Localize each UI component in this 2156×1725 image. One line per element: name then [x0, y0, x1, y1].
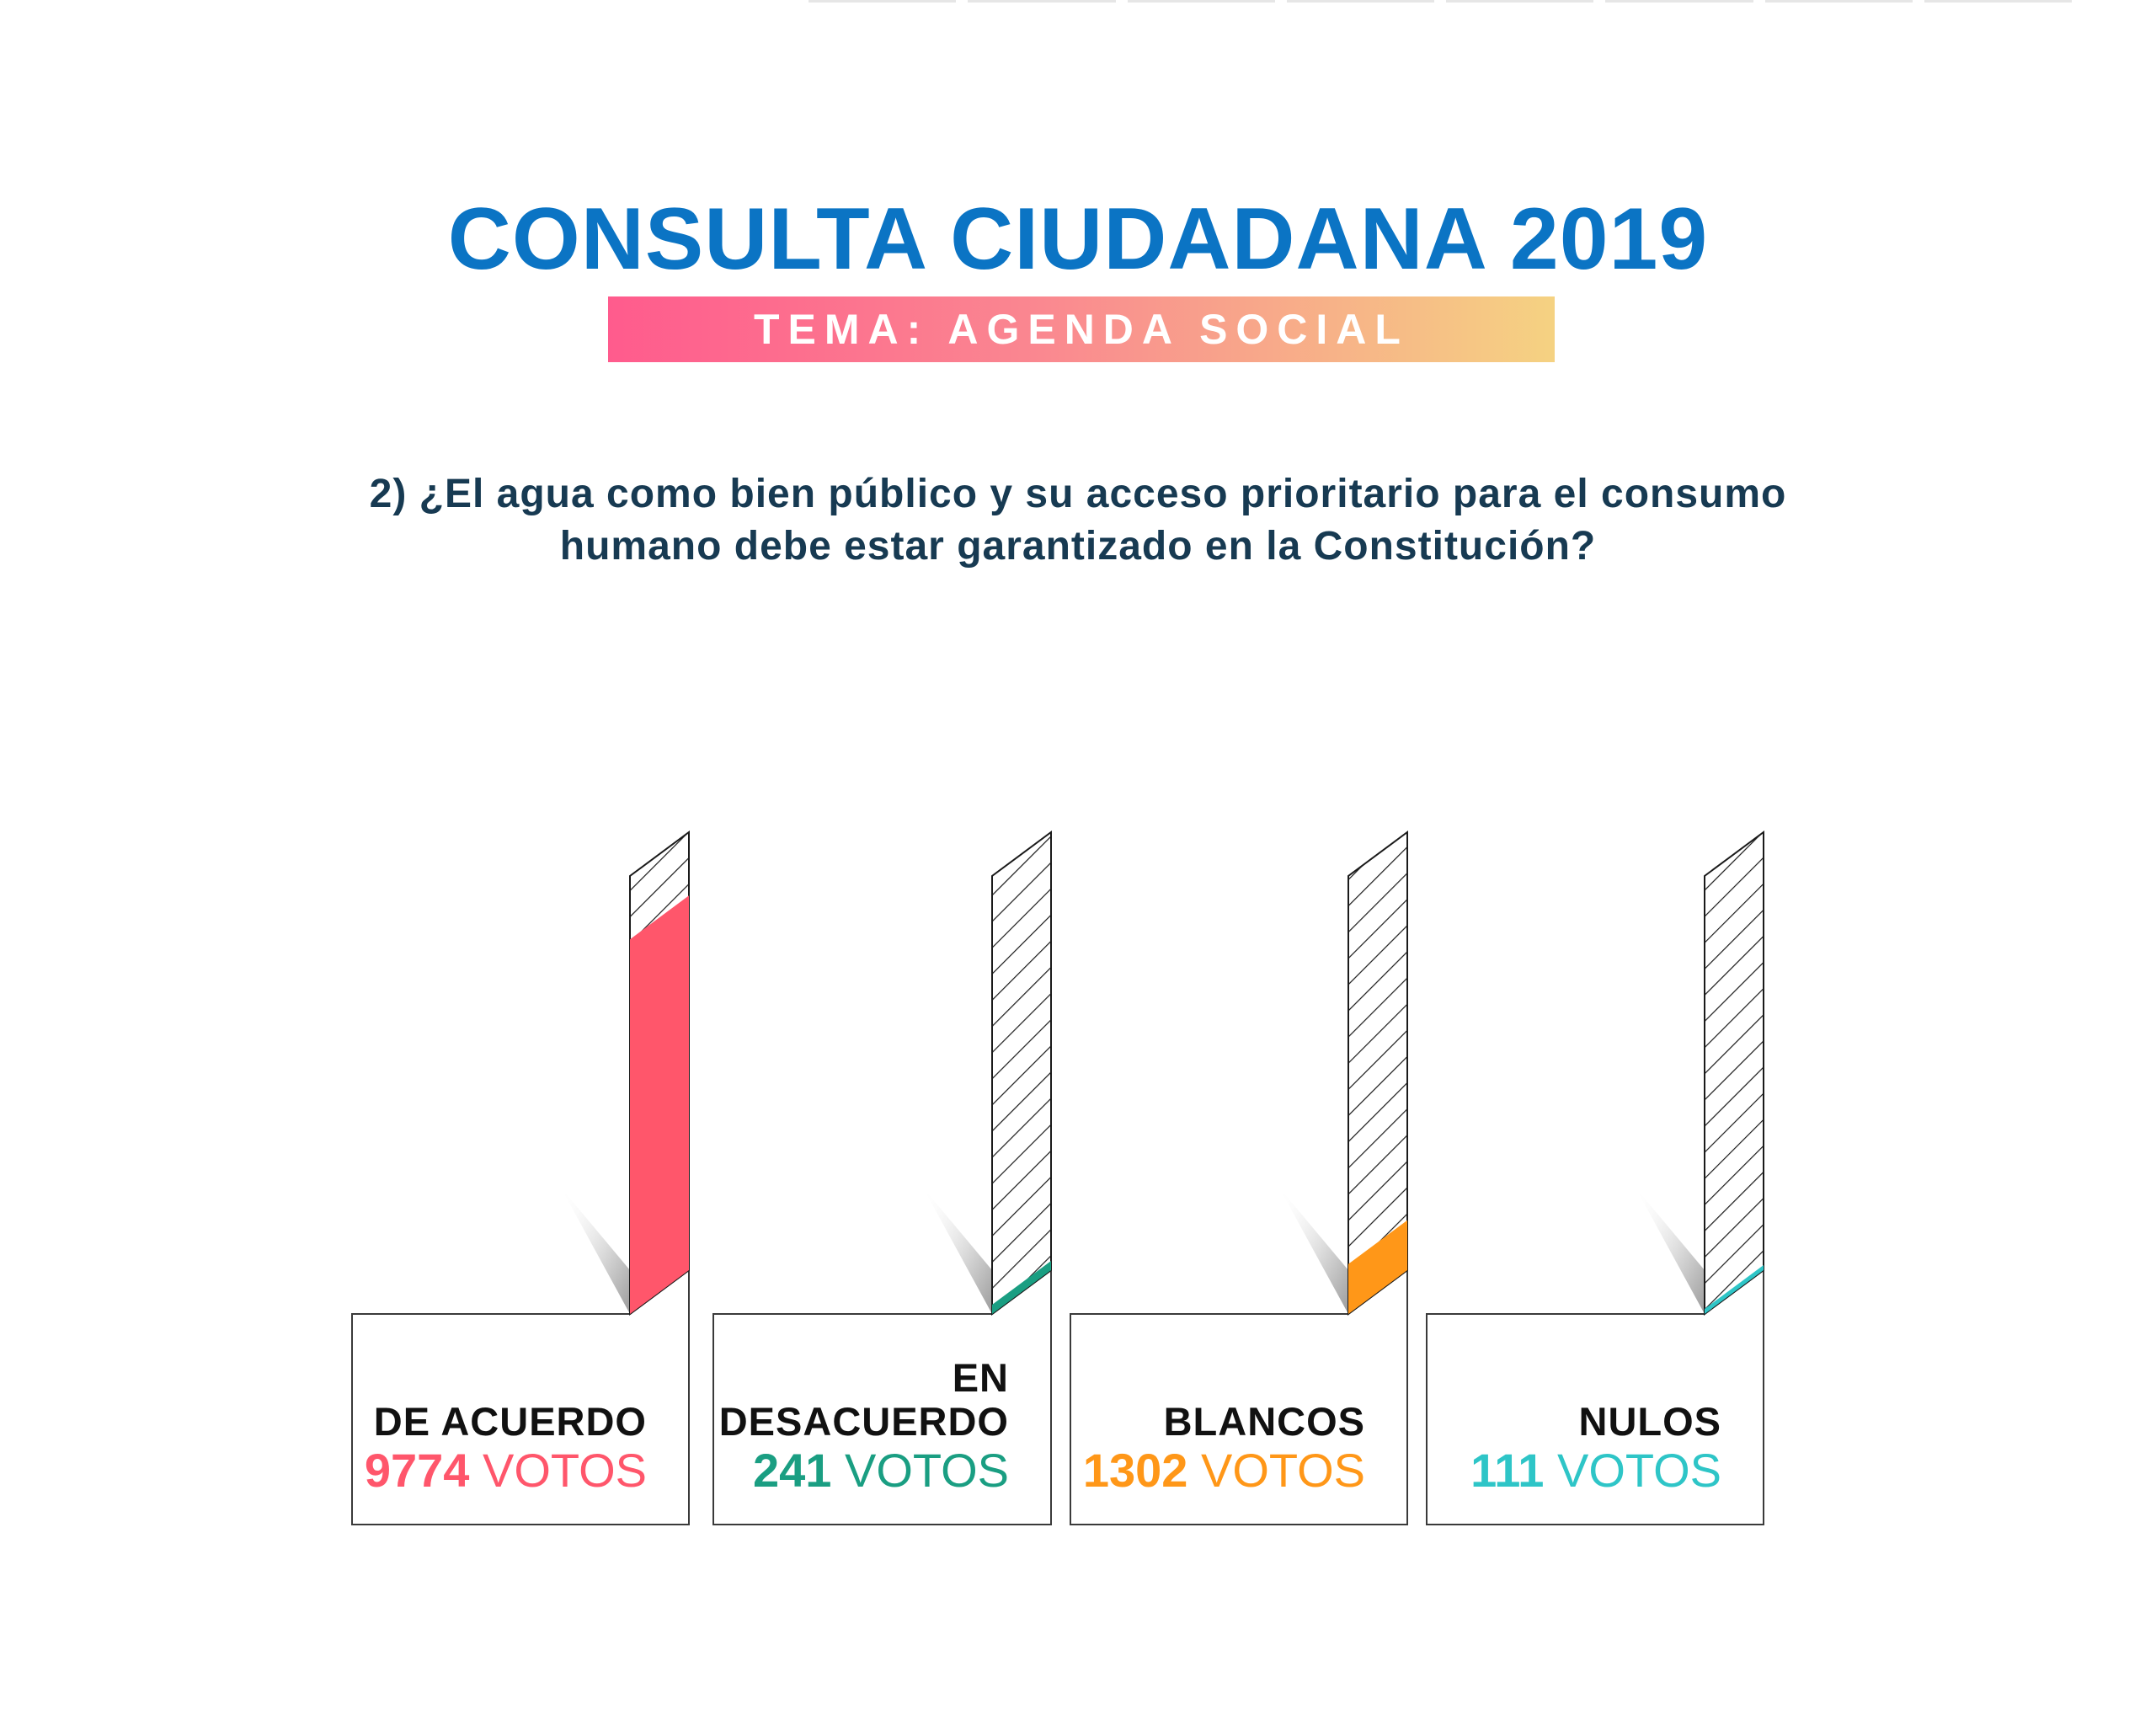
bar-fill	[992, 1261, 1051, 1314]
bar-fill	[1705, 1265, 1764, 1314]
bar-shadow	[561, 1188, 630, 1314]
vote-value: 9774	[364, 1444, 470, 1497]
question-text: 2) ¿El agua como bien público y su acces…	[320, 468, 1836, 573]
question-line-1: 2) ¿El agua como bien público y su acces…	[369, 472, 1787, 516]
vote-count: 111 VOTOS	[1470, 1447, 1721, 1494]
label-box-frame	[1426, 1268, 1764, 1525]
category-label: DE ACUERDO	[373, 1399, 647, 1444]
vote-value: 241	[752, 1444, 832, 1497]
label-box-frame	[712, 1268, 1052, 1525]
vote-value: 111	[1470, 1444, 1545, 1497]
top-decorative-marks	[808, 0, 2072, 3]
bar-track	[1348, 830, 1408, 1316]
vote-unit: VOTOS	[831, 1444, 1009, 1497]
vote-count: 1302 VOTOS	[1083, 1447, 1365, 1494]
vote-count: 241 VOTOS	[719, 1447, 1009, 1494]
bar-shadow	[1279, 1188, 1348, 1314]
theme-label: TEMA: AGENDA SOCIAL	[754, 306, 1409, 353]
label-box-frame	[1070, 1268, 1408, 1525]
vote-unit: VOTOS	[1544, 1444, 1721, 1497]
category-label: NULOS	[1578, 1399, 1721, 1444]
bar-shadow	[1636, 1188, 1705, 1314]
bar-label: BLANCOS 1302 VOTOS	[1083, 1400, 1365, 1494]
category-label: BLANCOS	[1163, 1399, 1365, 1444]
bar-track	[1704, 830, 1764, 1316]
theme-banner: TEMA: AGENDA SOCIAL	[608, 296, 1555, 362]
bar-label: NULOS 111 VOTOS	[1470, 1400, 1721, 1494]
vote-count: 9774 VOTOS	[365, 1447, 647, 1494]
page-title: CONSULTA CIUDADANA 2019	[447, 190, 1709, 288]
vote-value: 1302	[1082, 1444, 1188, 1497]
category-label: EN DESACUERDO	[718, 1355, 1009, 1444]
question-line-2: humano debe estar garantizado en la Cons…	[559, 524, 1597, 569]
bar-label: EN DESACUERDO 241 VOTOS	[719, 1356, 1009, 1494]
bar-fill	[630, 895, 689, 1314]
bar-track	[991, 830, 1052, 1316]
bar-shadow	[923, 1188, 992, 1314]
label-box-frame	[351, 1268, 690, 1525]
bar-label: DE ACUERDO 9774 VOTOS	[365, 1400, 647, 1494]
bar-fill	[1348, 1220, 1407, 1314]
vote-unit: VOTOS	[469, 1444, 647, 1497]
vote-unit: VOTOS	[1187, 1444, 1365, 1497]
